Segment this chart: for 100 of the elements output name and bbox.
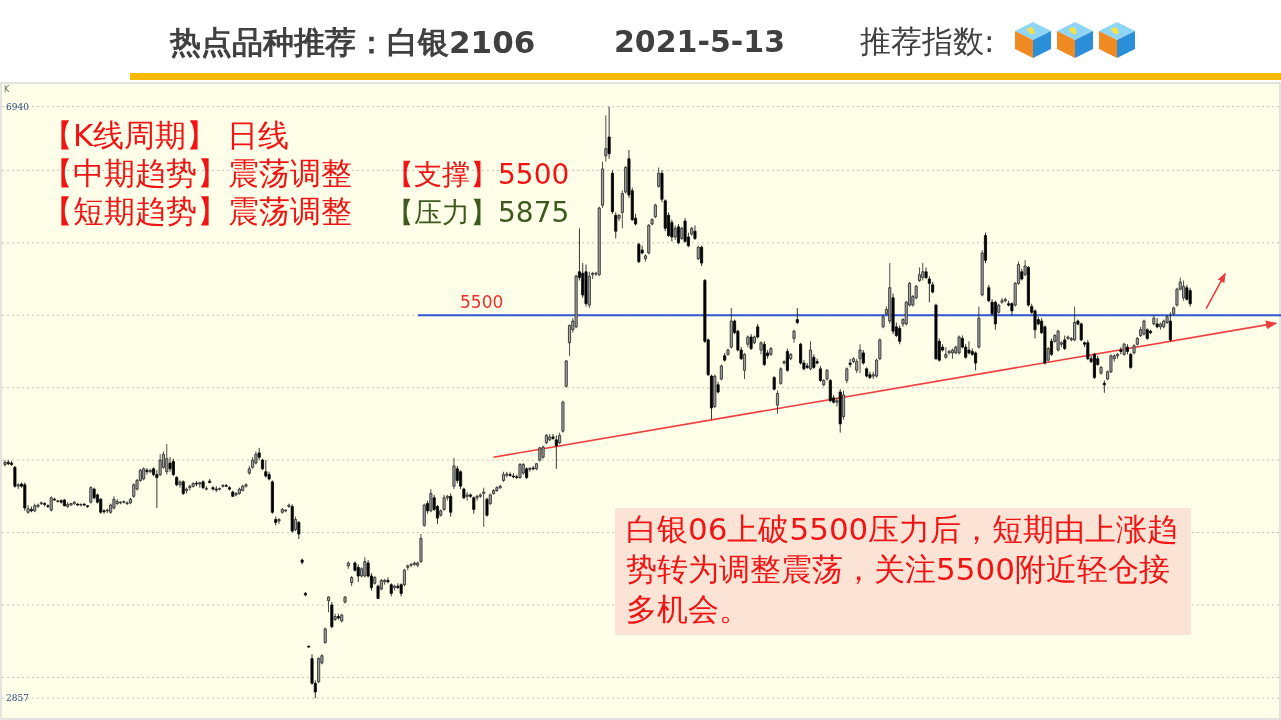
candlestick — [475, 494, 479, 502]
candlestick — [858, 343, 862, 374]
candlestick — [980, 249, 984, 297]
candlestick — [39, 501, 43, 506]
candlestick — [785, 348, 789, 373]
candlestick — [1165, 314, 1169, 325]
candlestick — [848, 358, 852, 368]
candlestick — [429, 488, 433, 513]
candlestick — [983, 232, 987, 264]
candlestick — [838, 388, 842, 433]
candlestick — [680, 226, 684, 241]
candlestick — [544, 433, 548, 445]
candlestick — [676, 223, 680, 245]
candlestick — [43, 501, 47, 507]
candlestick — [336, 613, 340, 620]
candlestick — [828, 378, 832, 403]
candlestick — [158, 453, 162, 477]
candlestick — [723, 352, 727, 363]
candlestick — [558, 432, 562, 445]
candlestick — [1066, 335, 1070, 341]
candlestick — [515, 474, 519, 480]
candlestick — [6, 459, 10, 466]
candlestick — [327, 595, 331, 613]
candlestick — [505, 471, 509, 478]
candlestick — [62, 498, 66, 507]
candlestick — [393, 584, 397, 591]
candlestick — [726, 348, 730, 357]
candlestick — [1102, 380, 1106, 394]
candlestick — [508, 472, 512, 478]
candlestick — [36, 503, 40, 509]
candlestick — [227, 485, 231, 491]
candlestick — [759, 340, 763, 355]
candlestick — [921, 262, 925, 281]
candlestick — [330, 601, 334, 629]
candlestick — [1079, 322, 1083, 342]
candlestick — [449, 493, 453, 518]
candlestick — [845, 367, 849, 384]
candlestick — [3, 459, 7, 468]
candlestick — [49, 495, 53, 512]
candlestick — [1056, 329, 1060, 352]
candlestick — [498, 484, 502, 490]
candlestick — [944, 346, 948, 360]
candlestick — [1003, 297, 1007, 303]
candlestick — [376, 584, 380, 600]
candlestick — [211, 485, 215, 491]
candlestick — [865, 367, 869, 378]
candlestick — [868, 371, 872, 380]
candlestick — [746, 335, 750, 348]
annotation: 【支撑】5500 — [386, 158, 570, 191]
candlestick — [119, 501, 123, 505]
candlestick — [99, 497, 103, 515]
candlestick — [805, 362, 809, 370]
candlestick — [1020, 268, 1024, 281]
candlestick — [1152, 314, 1156, 326]
candlestick — [178, 480, 182, 489]
candlestick — [812, 353, 816, 370]
candlestick — [363, 556, 367, 578]
candlestick — [92, 487, 96, 500]
candlestick — [502, 471, 505, 483]
candlestick — [112, 495, 116, 510]
candlestick — [1000, 297, 1004, 305]
candlestick — [772, 375, 776, 391]
candlestick — [168, 456, 172, 473]
candlestick — [422, 503, 426, 528]
candlestick — [69, 502, 73, 507]
candlestick — [683, 217, 687, 244]
candlestick — [409, 562, 413, 568]
candlestick — [426, 500, 430, 515]
candlestick — [191, 482, 195, 489]
candlestick — [214, 485, 218, 493]
chart-title: 热点品种推荐：白银2106 — [169, 24, 536, 60]
candlestick — [294, 516, 298, 532]
candlestick — [317, 656, 321, 684]
candlestick — [795, 307, 799, 325]
candlestick — [610, 169, 614, 215]
candlestick — [518, 462, 522, 480]
candlestick — [482, 487, 486, 528]
candlestick — [637, 242, 641, 264]
candlestick — [881, 314, 885, 329]
candlestick — [716, 381, 720, 394]
candlestick — [967, 340, 971, 355]
candlestick — [564, 359, 568, 389]
candlestick — [769, 346, 773, 357]
candlestick — [917, 267, 921, 283]
candlestick — [898, 324, 902, 345]
candlestick — [541, 445, 545, 460]
candlestick — [1010, 301, 1014, 316]
candlestick — [888, 262, 892, 325]
candlestick — [23, 482, 27, 512]
candlestick — [218, 487, 222, 491]
candlestick — [548, 433, 552, 442]
candlestick — [818, 365, 822, 383]
candlestick — [614, 211, 618, 239]
candlestick — [696, 245, 700, 261]
candlestick — [465, 491, 469, 502]
candlestick — [142, 466, 146, 481]
candlestick — [16, 482, 20, 490]
candlestick — [1168, 311, 1172, 342]
candlestick — [105, 508, 109, 514]
candlestick — [333, 613, 337, 622]
